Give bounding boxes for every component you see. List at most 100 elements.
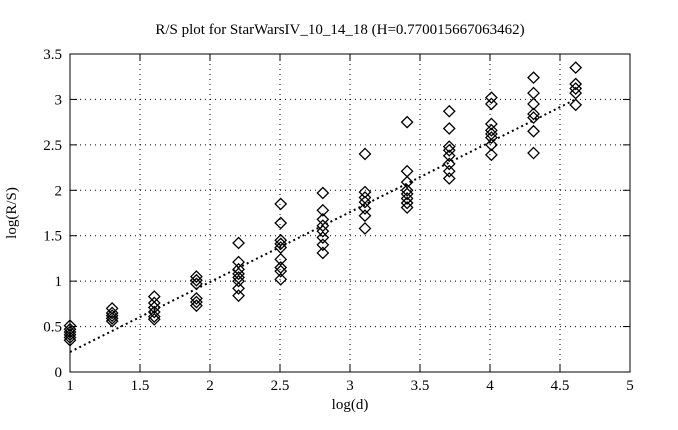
y-tick-label: 3 bbox=[55, 92, 63, 108]
labels-layer: R/S plot for StarWarsIV_10_14_18 (H=0.77… bbox=[4, 22, 525, 413]
scatter-point bbox=[274, 272, 288, 286]
scatter-point bbox=[569, 98, 583, 112]
scatter-point bbox=[147, 312, 161, 326]
scatter-point bbox=[527, 124, 540, 138]
scatter-point bbox=[190, 299, 203, 313]
scatter-point bbox=[442, 104, 456, 118]
scatter-point bbox=[484, 91, 498, 105]
scatter-point bbox=[190, 273, 203, 287]
y-tick-label: 3.5 bbox=[43, 47, 62, 63]
scatter-point bbox=[232, 289, 245, 303]
scatter-point bbox=[484, 131, 498, 145]
scatter-point bbox=[274, 261, 288, 274]
scatter-point bbox=[274, 233, 288, 247]
scatter-point bbox=[358, 222, 372, 235]
scatter-point bbox=[358, 147, 372, 161]
scatter-point bbox=[358, 195, 372, 209]
x-axis-label: log(d) bbox=[332, 397, 369, 413]
scatter-points-layer bbox=[63, 61, 583, 347]
scatter-point bbox=[316, 246, 330, 260]
scatter-point bbox=[232, 236, 245, 250]
scatter-point bbox=[400, 183, 414, 197]
x-tick-label: 5 bbox=[626, 378, 634, 394]
grid-layer bbox=[70, 54, 630, 372]
scatter-point bbox=[316, 224, 330, 238]
x-tick-label: 4.5 bbox=[551, 378, 570, 394]
scatter-point bbox=[274, 264, 288, 278]
scatter-point bbox=[358, 209, 372, 223]
scatter-point bbox=[316, 186, 330, 200]
scatter-point bbox=[527, 71, 540, 85]
scatter-point bbox=[442, 164, 456, 178]
scatter-point bbox=[316, 238, 330, 252]
scatter-point bbox=[190, 270, 203, 284]
x-tick-label: 3.5 bbox=[411, 378, 430, 394]
ticks-layer: 1 1.5 2 2.5 3 3.5 4 4.5 5 0 0.5 1 1.5 2 2.5 3 3.5 bbox=[43, 47, 634, 394]
scatter-point bbox=[105, 306, 119, 320]
scatter-point bbox=[442, 172, 456, 185]
scatter-point bbox=[105, 311, 119, 325]
scatter-point bbox=[316, 231, 330, 244]
scatter-point bbox=[484, 117, 498, 131]
x-tick-label: 4 bbox=[486, 378, 494, 394]
scatter-point bbox=[400, 187, 414, 201]
scatter-point bbox=[527, 146, 540, 160]
x-tick-label: 2 bbox=[206, 378, 214, 394]
scatter-point bbox=[484, 138, 498, 152]
y-tick-label: 0.5 bbox=[43, 320, 62, 336]
scatter-point bbox=[190, 277, 203, 291]
x-tick-label: 1 bbox=[66, 378, 74, 394]
x-tick-label: 3 bbox=[346, 378, 354, 394]
scatter-point bbox=[442, 140, 456, 154]
y-tick-label: 0 bbox=[55, 365, 63, 381]
scatter-point bbox=[527, 107, 540, 121]
x-tick-label: 2.5 bbox=[271, 378, 290, 394]
y-tick-label: 1.5 bbox=[43, 229, 62, 245]
scatter-point bbox=[274, 216, 288, 230]
scatter-point bbox=[400, 201, 414, 214]
scatter-point bbox=[232, 274, 245, 288]
scatter-point bbox=[316, 203, 330, 217]
scatter-point bbox=[232, 281, 245, 295]
scatter-point bbox=[484, 97, 498, 111]
scatter-point bbox=[358, 202, 372, 215]
scatter-point bbox=[400, 196, 414, 210]
scatter-point bbox=[569, 77, 583, 91]
scatter-point bbox=[442, 149, 456, 163]
scatter-point bbox=[232, 267, 245, 281]
scatter-point bbox=[147, 305, 161, 319]
scatter-point bbox=[274, 252, 288, 266]
scatter-point bbox=[400, 115, 414, 129]
scatter-point bbox=[190, 291, 203, 305]
scatter-point bbox=[569, 61, 583, 75]
y-tick-label: 2.5 bbox=[43, 138, 62, 154]
y-axis-label: log(R/S) bbox=[4, 187, 20, 239]
scatter-point bbox=[274, 237, 288, 251]
y-tick-label: 1 bbox=[55, 274, 63, 290]
scatter-point bbox=[274, 197, 288, 211]
scatter-point bbox=[527, 97, 540, 111]
scatter-point bbox=[105, 314, 119, 328]
scatter-point bbox=[147, 296, 161, 310]
scatter-point bbox=[442, 122, 456, 135]
scatter-point bbox=[232, 271, 245, 284]
scatter-point bbox=[569, 82, 583, 95]
scatter-point bbox=[527, 111, 540, 125]
scatter-point bbox=[484, 148, 498, 162]
scatter-point bbox=[400, 192, 414, 205]
plot-border bbox=[69, 53, 631, 373]
y-tick-label: 2 bbox=[55, 183, 63, 199]
x-tick-label: 1.5 bbox=[131, 378, 150, 394]
chart-title: R/S plot for StarWarsIV_10_14_18 (H=0.77… bbox=[155, 22, 524, 38]
scatter-point bbox=[442, 157, 456, 171]
scatter-point bbox=[147, 310, 161, 323]
scatter-point bbox=[105, 301, 119, 315]
scatter-point bbox=[400, 164, 414, 178]
scatter-point bbox=[527, 86, 540, 100]
scatter-point bbox=[484, 123, 498, 137]
scatter-point bbox=[105, 309, 119, 323]
scatter-point bbox=[442, 143, 456, 157]
scatter-point bbox=[190, 295, 203, 309]
